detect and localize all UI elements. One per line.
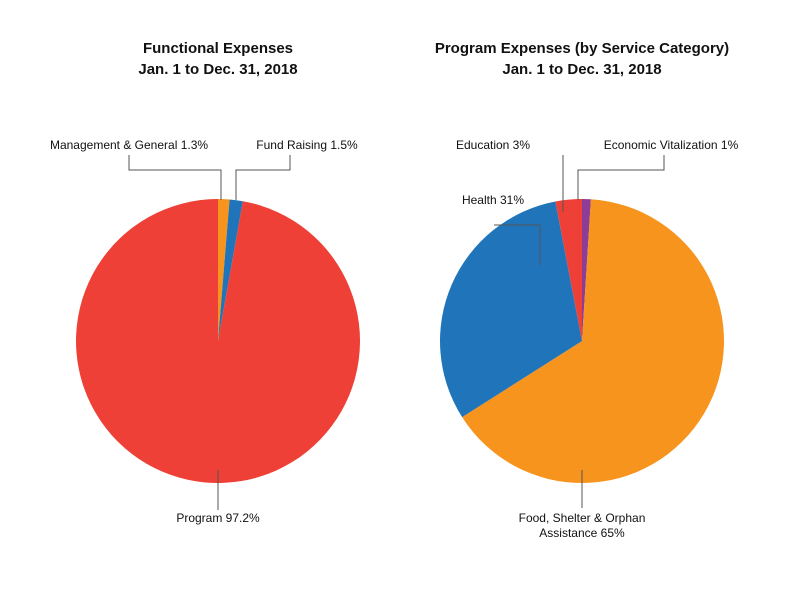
pie-slice-fund-raising-1-5 <box>218 199 243 341</box>
label-management-general: Management & General 1.3% <box>50 138 208 152</box>
label-health: Health 31% <box>462 193 524 207</box>
pie-slice-program-97-2 <box>76 199 361 483</box>
chart-1-title: Functional Expenses <box>143 40 293 57</box>
pie-slice-health-31 <box>440 201 582 418</box>
pie-slice-food-shelter-orphan-assistance-65 <box>462 199 725 483</box>
chart-2-subtitle: Jan. 1 to Dec. 31, 2018 <box>502 61 661 78</box>
program-expenses-chart: Program Expenses (by Service Category) J… <box>435 40 739 540</box>
pie-slice-economic-vitalization-1 <box>582 199 591 341</box>
label-fund-raising: Fund Raising 1.5% <box>256 138 358 152</box>
label-education: Education 3% <box>456 138 530 152</box>
leader-management-general <box>128 155 222 200</box>
chart-2-title: Program Expenses (by Service Category) <box>435 40 729 57</box>
leader-health <box>494 224 541 265</box>
chart-1-subtitle: Jan. 1 to Dec. 31, 2018 <box>138 61 297 78</box>
label-food-shelter-line1: Food, Shelter & Orphan <box>519 511 646 525</box>
leader-economic-vitalization <box>577 155 665 200</box>
label-economic-vitalization: Economic Vitalization 1% <box>604 138 739 152</box>
label-program: Program 97.2% <box>176 511 260 525</box>
chart-2-slices <box>440 199 725 483</box>
label-food-shelter-line2: Assistance 65% <box>539 526 625 540</box>
chart-1-slices <box>76 199 361 483</box>
functional-expenses-chart: Functional Expenses Jan. 1 to Dec. 31, 2… <box>50 40 361 525</box>
pie-slice-education-3 <box>555 199 582 341</box>
leader-fund-raising <box>235 155 291 200</box>
pie-slice-management-general-1-3 <box>218 199 230 341</box>
